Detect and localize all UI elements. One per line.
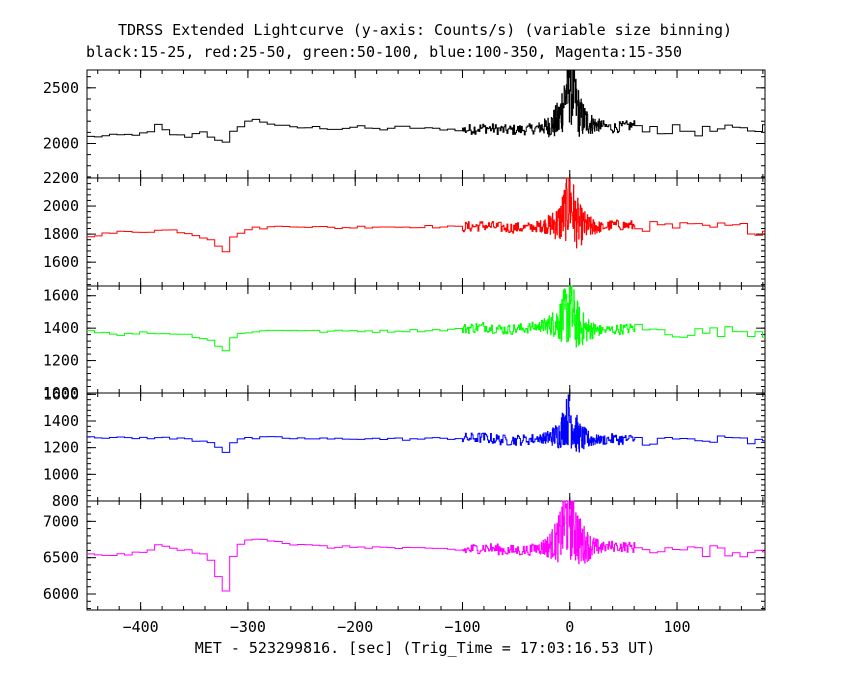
panel-1: 1600 1800 2000 2200 [43,169,766,287]
panel-frame [86,500,766,611]
y-tick-label: 1000 [43,384,79,402]
y-tick-label: 1600 [43,287,79,305]
y-tick-label: 1800 [43,225,79,243]
y-tick-label: 1600 [43,385,79,403]
panel-frame [86,69,766,179]
x-tick-label: −400 [123,618,159,636]
y-tick-label: 1400 [43,412,79,430]
lightcurve-0 [87,69,765,143]
x-tick-label: 0 [565,618,574,636]
lightcurve-2 [87,285,765,352]
lightcurve-3 [87,394,765,453]
panel-frame [86,177,766,287]
panel-3: 800 1000 1200 1400 1600 [43,385,766,510]
y-tick-label: 2200 [43,169,79,187]
y-tick-label: 7000 [43,512,79,530]
panel-frame [86,285,766,394]
x-tick-label: −100 [444,618,480,636]
y-tick-label: 1400 [43,319,79,337]
y-tick-label: 1000 [43,465,79,483]
y-tick-label: 1200 [43,439,79,457]
y-tick-label: 1600 [43,253,79,271]
chart-subtitle: black:15-25, red:25-50, green:50-100, bl… [86,43,683,61]
panel-0: 2000 2500 [43,69,766,179]
y-tick-label: 2000 [43,134,79,152]
y-tick-label: 6000 [43,585,79,603]
y-tick-label: 2500 [43,79,79,97]
x-tick-label: −200 [337,618,373,636]
x-tick-label: −300 [230,618,266,636]
panel-2: 1000 1200 1400 1600 [43,285,766,402]
y-tick-label: 6500 [43,549,79,567]
x-axis-label: MET - 523299816. [sec] (Trig_Time = 17:0… [194,639,656,657]
panel-4: 6000 6500 7000 [43,500,766,611]
chart-title: TDRSS Extended Lightcurve (y-axis: Count… [117,21,733,39]
y-tick-label: 2000 [43,197,79,215]
y-tick-label: 800 [52,492,79,510]
panel-frame [86,392,766,502]
lightcurve-4 [87,500,765,592]
y-tick-label: 1200 [43,352,79,370]
lightcurve-1 [87,177,765,253]
x-tick-label: 100 [663,618,690,636]
